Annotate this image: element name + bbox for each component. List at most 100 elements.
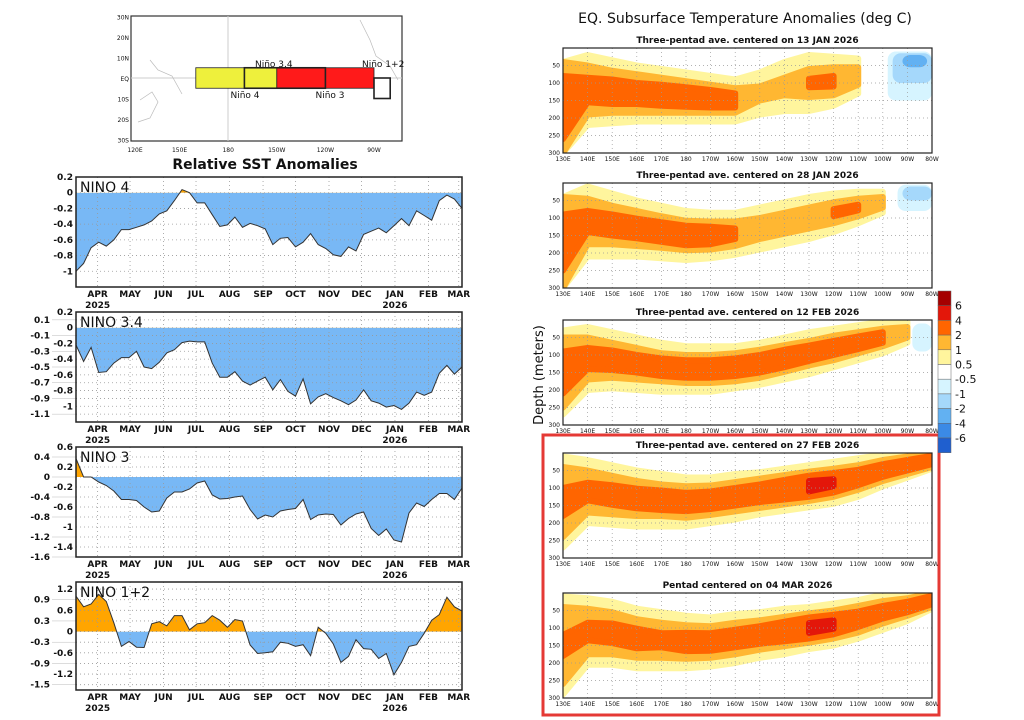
y-tick-label: -0.4	[53, 220, 73, 230]
year-label: 2026	[382, 704, 407, 714]
depth-tick-label: 250	[549, 678, 561, 685]
lon-tick-label: 170E	[654, 428, 669, 435]
month-tick-label: APR	[87, 425, 108, 435]
lon-tick-label: 80W	[925, 156, 939, 163]
lon-tick-label: 130W	[800, 561, 817, 568]
y-tick-label: 0	[67, 628, 73, 638]
month-tick-label: DEC	[351, 425, 372, 435]
month-tick-label: NOV	[318, 290, 340, 300]
lon-tick-label: 140E	[580, 428, 595, 435]
lon-tick-label: 110W	[850, 428, 867, 435]
month-tick-label: DEC	[351, 560, 372, 570]
colorbar-swatch	[937, 393, 952, 409]
month-tick-label: JAN	[385, 290, 404, 300]
lon-tick-label: 150E	[605, 561, 620, 568]
lon-tick-label: 160W	[727, 291, 744, 298]
anomaly-line	[75, 593, 463, 676]
month-tick-label: MAR	[447, 560, 470, 570]
lon-tick-label: 140E	[580, 156, 595, 163]
colorbar: 64 2 1 0.5-0.5 -1 -2-4 -6	[937, 290, 976, 453]
lon-label: 150E	[172, 147, 187, 154]
y-tick-label: 0.3	[34, 617, 50, 627]
lon-tick-label: 130E	[555, 156, 570, 163]
panel-label: NINO 3.4	[80, 315, 143, 331]
lat-label: 10S	[118, 97, 130, 104]
y-tick-label: -0.8	[53, 387, 73, 397]
lon-tick-label: 130E	[555, 428, 570, 435]
plot-frame	[562, 47, 933, 154]
subsurface-panel-4: 130E 140E 150E 160E 170E 180 170W 160W 150W 140W 1…	[549, 441, 939, 568]
month-tick-label: SEP	[253, 693, 273, 703]
lon-tick-label: 80W	[925, 291, 939, 298]
lon-tick-label: 140E	[580, 291, 595, 298]
month-tick-label: NOV	[318, 425, 340, 435]
y-tick-label: -0.2	[53, 204, 73, 214]
cold-anomaly-patch	[912, 323, 932, 352]
lon-tick-label: 180	[680, 561, 692, 568]
lon-tick-label: 100W	[874, 561, 891, 568]
y-tick-label: -1.1	[30, 410, 50, 420]
contour-band-2	[830, 201, 862, 220]
lon-tick-label: 160E	[629, 701, 644, 708]
depth-tick-label: 50	[552, 63, 560, 70]
month-tick-label: FEB	[419, 425, 438, 435]
month-tick-label: APR	[87, 560, 108, 570]
y-tick-label: -1.4	[53, 543, 73, 553]
y-tick-label: 0.9	[34, 596, 50, 606]
year-label: 2025	[85, 301, 110, 311]
panel-title: Three-pentad ave. centered on 28 JAN 202…	[636, 171, 858, 181]
panel-label: NINO 4	[80, 180, 130, 196]
anomaly-line	[75, 188, 463, 272]
plot-frame	[562, 182, 933, 289]
colorbar-label: 6	[955, 300, 962, 313]
lat-label: 10N	[117, 56, 129, 63]
depth-tick-label: 150	[549, 98, 561, 105]
y-tick-label: 0	[67, 324, 73, 334]
anomaly-line	[75, 340, 463, 410]
contour-band-2	[563, 453, 932, 519]
month-tick-label: JUN	[153, 425, 172, 435]
lon-tick-label: 110W	[850, 156, 867, 163]
month-tick-label: JAN	[385, 425, 404, 435]
colorbar-label: 2	[955, 329, 962, 342]
depth-tick-label: 100	[549, 80, 561, 87]
lon-tick-label: 170W	[702, 291, 719, 298]
month-tick-label: MAY	[119, 425, 141, 435]
month-tick-label: JUN	[153, 693, 172, 703]
depth-tick-label: 250	[549, 405, 561, 412]
y-tick-label: -0.2	[53, 483, 73, 493]
month-tick-label: NOV	[318, 560, 340, 570]
negative-anomaly-area	[76, 192, 462, 272]
cold-anomaly-patch	[902, 186, 932, 201]
lon-tick-label: 150W	[751, 156, 768, 163]
month-tick-label: JUL	[187, 290, 205, 300]
lon-tick-label: 100W	[874, 701, 891, 708]
contour-band-2	[563, 593, 932, 659]
region-box	[243, 66, 327, 90]
y-tick-label: -0.6	[53, 236, 73, 246]
month-tick-label: NOV	[318, 693, 340, 703]
sst-panel-2: 0.20.10-0.1-0.2-0.3-0.4-0.5-0.6-0.7-0.8-…	[30, 308, 470, 446]
lon-tick-label: 110W	[850, 561, 867, 568]
depth-tick-label: 250	[549, 538, 561, 545]
colorbar-swatch	[937, 423, 952, 439]
cold-anomaly-patch	[902, 55, 928, 68]
lon-tick-label: 90W	[901, 701, 915, 708]
depth-tick-label: 300	[549, 555, 561, 562]
depth-tick-label: 100	[549, 215, 561, 222]
lon-tick-label: 150W	[751, 428, 768, 435]
depth-tick-label: 200	[549, 250, 561, 257]
month-tick-label: APR	[87, 693, 108, 703]
colorbar-swatch	[937, 320, 952, 336]
lon-label: 150W	[268, 147, 285, 154]
lon-tick-label: 170W	[702, 428, 719, 435]
lon-tick-label: 130E	[555, 701, 570, 708]
y-tick-label: -1.5	[30, 681, 50, 691]
month-tick-label: JUN	[153, 290, 172, 300]
y-tick-label: -0.3	[30, 347, 50, 357]
y-tick-label: 0	[44, 473, 50, 483]
month-tick-label: JUN	[153, 560, 172, 570]
lon-tick-label: 150W	[751, 701, 768, 708]
plot-frame	[75, 446, 463, 558]
lon-tick-label: 170E	[654, 561, 669, 568]
